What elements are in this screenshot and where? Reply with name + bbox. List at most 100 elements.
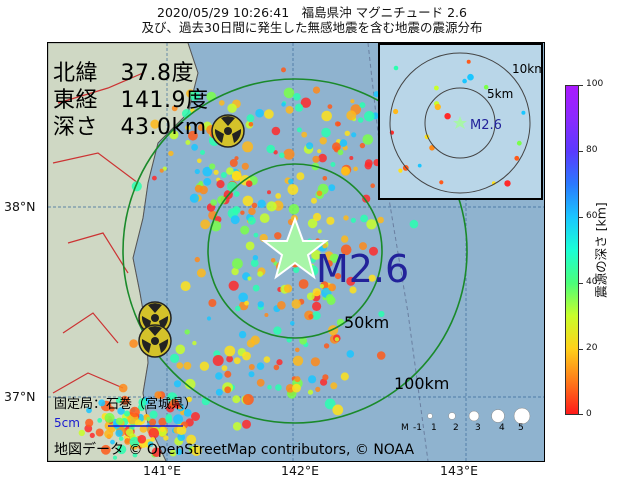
colorbar-tick-mark (579, 349, 583, 350)
inset-ring-10km (389, 52, 531, 194)
earthquake-dot (146, 416, 151, 421)
earthquake-dot (283, 87, 295, 99)
earthquake-dot (259, 213, 270, 224)
earthquake-dot (312, 86, 321, 94)
earthquake-dot (233, 191, 240, 197)
earthquake-dot (194, 184, 203, 193)
earthquake-dot (184, 378, 196, 390)
earthquake-dot (359, 242, 367, 251)
earthquake-dot (252, 284, 260, 292)
earthquake-dot (159, 168, 164, 173)
earthquake-dot (310, 357, 320, 367)
earthquake-dot (226, 167, 234, 175)
earthquake-dot (364, 111, 375, 122)
earthquake-dot (317, 149, 322, 154)
earthquake-dot (150, 437, 155, 442)
earthquake-dot (326, 260, 333, 267)
nuclear-plant-icon (211, 114, 245, 148)
earthquake-dot (306, 142, 314, 150)
earthquake-dot (125, 428, 134, 437)
nuclear-plant-icon (138, 324, 172, 358)
earthquake-dot (240, 225, 250, 235)
earthquake-dot (170, 353, 180, 363)
earthquake-dot (165, 416, 173, 424)
earthquake-dot (219, 100, 225, 106)
earthquake-dot (350, 99, 355, 104)
earthquake-dot (296, 172, 305, 181)
earthquake-dot (183, 361, 192, 370)
map-graphics (48, 43, 544, 461)
earthquake-dot (139, 425, 148, 433)
earthquake-dot (263, 356, 271, 363)
earthquake-dot (266, 201, 277, 212)
earthquake-dot (173, 414, 184, 425)
earthquake-dot (316, 190, 323, 197)
earthquake-dot (248, 207, 256, 216)
earthquake-dot (295, 103, 304, 112)
earthquake-dot (320, 378, 328, 386)
inset-earthquake-dot (521, 110, 526, 115)
earthquake-dot (364, 159, 373, 167)
earthquake-dot (194, 168, 200, 175)
earthquake-dot (116, 444, 127, 455)
earthquake-dot (253, 232, 259, 238)
legend-m-label: M (401, 423, 409, 433)
x-tick-label: 143°E (440, 463, 479, 478)
earthquake-dot (313, 212, 322, 222)
earthquake-dot (319, 137, 327, 145)
colorbar-tick-label: 20 (586, 343, 598, 353)
colorbar-tick-mark (579, 85, 583, 86)
earthquake-dot (376, 351, 386, 360)
earthquake-dot (264, 313, 269, 317)
earthquake-dot (138, 398, 147, 407)
ring-100km (122, 78, 468, 424)
earthquake-dot (247, 216, 256, 225)
inset-map: 10km 5km M2.6 (378, 43, 543, 200)
earthquake-dot (224, 370, 232, 378)
earthquake-dot (298, 279, 309, 289)
earthquake-dot (329, 253, 339, 263)
colorbar-tick-mark (579, 283, 583, 284)
earthquake-dot (124, 438, 131, 445)
earthquake-dot (224, 386, 232, 394)
earthquake-dot (163, 435, 169, 441)
epicenter-star-icon (261, 216, 329, 280)
inset-earthquake-dot (393, 65, 399, 71)
earthquake-dot (191, 143, 199, 151)
earthquake-dot (255, 108, 264, 118)
inset-earthquake-dot (467, 73, 474, 81)
earthquake-dot (232, 395, 241, 404)
earthquake-dot (341, 235, 349, 243)
earthquake-dot (301, 131, 308, 138)
earthquake-dot (312, 311, 321, 320)
earthquake-dot (273, 364, 280, 371)
earthquake-dot (150, 119, 160, 129)
earthquake-dot (86, 407, 92, 414)
earthquake-dot (242, 141, 254, 153)
earthquake-dot (189, 193, 199, 203)
earthquake-dot (362, 134, 374, 145)
map-title: 2020/05/29 10:26:41 福島県沖 マグニチュード 2.6 (157, 5, 467, 20)
earthquake-dot (318, 153, 327, 163)
earthquake-dot (115, 417, 124, 425)
earthquake-dot (332, 404, 344, 416)
earthquake-dot (312, 288, 321, 297)
earthquake-dot (203, 177, 212, 186)
earthquake-dot (291, 299, 301, 309)
earthquake-dot (233, 357, 241, 365)
earthquake-dot (199, 361, 210, 371)
y-tick-label: 38°N (4, 199, 36, 214)
earthquake-dot (196, 268, 206, 278)
earthquake-dot (245, 241, 255, 251)
inset-earthquake-dot (514, 155, 520, 161)
earthquake-dot (346, 276, 356, 286)
inset-earthquake-dot (398, 168, 403, 173)
earthquake-dot (175, 344, 186, 355)
earthquake-dot (184, 329, 190, 335)
legend-size-label: 1 (431, 423, 437, 433)
earthquake-dot (206, 316, 212, 321)
depth-text: 深さ 43.0km (53, 115, 207, 140)
earthquake-dot (189, 90, 201, 101)
inset-graphics (389, 52, 531, 194)
earthquake-dot (307, 218, 318, 229)
